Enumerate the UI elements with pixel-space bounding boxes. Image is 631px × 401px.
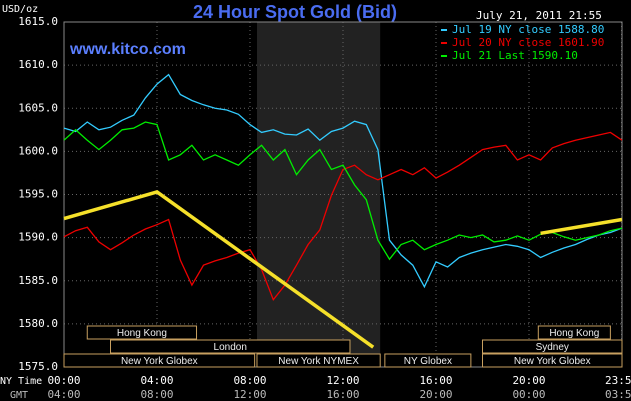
x2-tick-label: 00:00 xyxy=(512,388,545,401)
x2-tick-label: 04:00 xyxy=(47,388,80,401)
trend-line xyxy=(63,189,375,349)
y-tick-label: 1615.0 xyxy=(18,15,58,28)
series-line xyxy=(63,73,623,289)
x2-tick-label: 20:00 xyxy=(419,388,452,401)
x-tick-label: 04:00 xyxy=(140,374,173,387)
session-label: New York NYMEX xyxy=(278,356,359,367)
x2-tick-label: 03:59 xyxy=(605,388,631,401)
session-label: Sydney xyxy=(536,342,569,353)
session-box xyxy=(256,353,381,368)
x-tick-label: 23:59 xyxy=(605,374,631,387)
x-tick-label: 20:00 xyxy=(512,374,545,387)
session-label: NY Globex xyxy=(404,356,452,367)
y-axis-label: USD/oz xyxy=(2,4,38,15)
x2-axis-label: GMT xyxy=(10,390,28,401)
x2-tick-label: 16:00 xyxy=(326,388,359,401)
x-tick-label: 16:00 xyxy=(419,374,452,387)
trend-line xyxy=(540,217,623,236)
session-box xyxy=(86,325,198,340)
timestamp: July 21, 2011 21:55 xyxy=(476,9,602,22)
y-tick-label: 1575.0 xyxy=(18,360,58,373)
y-tick-label: 1590.0 xyxy=(18,231,58,244)
x-axis-label: NY Time xyxy=(0,376,42,387)
x-tick-label: 08:00 xyxy=(233,374,266,387)
legend-label: Jul 19 NY close 1588.80 xyxy=(452,23,604,36)
session-box xyxy=(482,353,623,368)
chart-title: 24 Hour Spot Gold (Bid) xyxy=(193,2,397,22)
y-tick-label: 1585.0 xyxy=(18,274,58,287)
x2-tick-label: 12:00 xyxy=(233,388,266,401)
session-label: Hong Kong xyxy=(117,328,167,339)
y-tick-label: 1600.0 xyxy=(18,144,58,157)
legend-label: Jul 21 Last 1590.10 xyxy=(452,49,578,62)
legend-label: Jul 20 NY close 1601.90 xyxy=(452,36,604,49)
y-tick-label: 1605.0 xyxy=(18,101,58,114)
session-label: London xyxy=(214,342,247,353)
subtitle: www.kitco.com xyxy=(69,41,186,58)
series-line xyxy=(63,121,623,261)
x-tick-label: 00:00 xyxy=(47,374,80,387)
session-box xyxy=(63,353,256,368)
session-box xyxy=(384,353,472,368)
session-box xyxy=(482,339,623,354)
session-label: Hong Kong xyxy=(549,328,599,339)
session-label: New York Globex xyxy=(121,356,198,367)
x-tick-label: 12:00 xyxy=(326,374,359,387)
session-box xyxy=(110,339,351,354)
y-tick-label: 1595.0 xyxy=(18,188,58,201)
y-tick-label: 1580.0 xyxy=(18,317,58,330)
session-label: New York Globex xyxy=(514,356,591,367)
y-tick-label: 1610.0 xyxy=(18,58,58,71)
session-box xyxy=(537,325,611,340)
x2-tick-label: 08:00 xyxy=(140,388,173,401)
series-line xyxy=(63,131,623,301)
